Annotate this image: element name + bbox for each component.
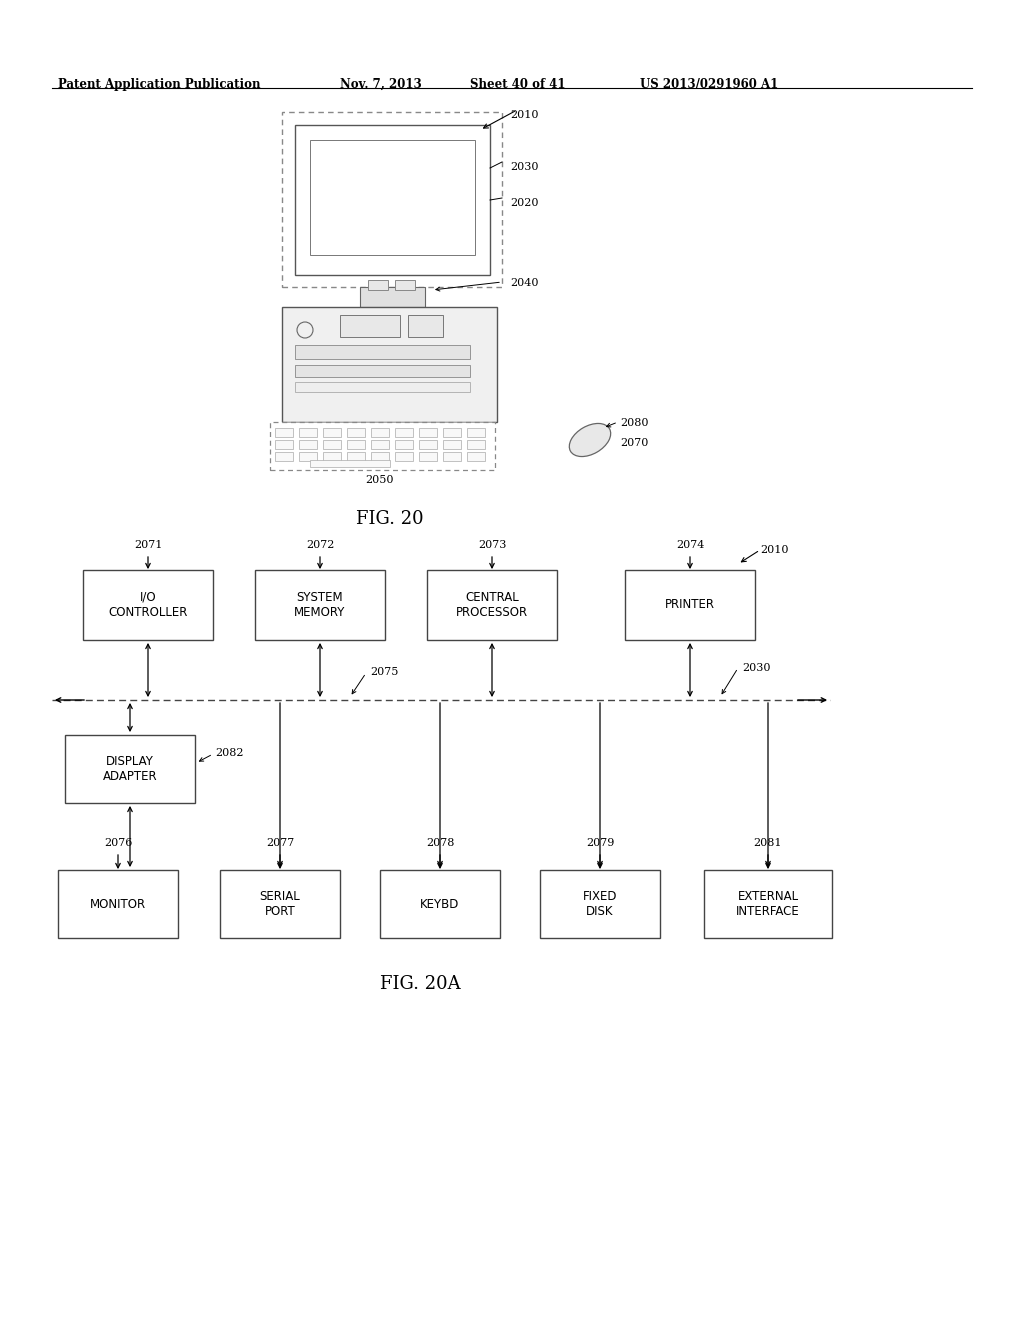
Text: PRINTER: PRINTER	[665, 598, 715, 611]
Bar	[323, 451, 341, 461]
Bar	[347, 451, 365, 461]
Bar	[371, 451, 389, 461]
Bar	[275, 440, 293, 449]
Text: 2079: 2079	[586, 838, 614, 847]
Text: 2070: 2070	[620, 438, 648, 447]
Bar	[340, 315, 400, 337]
Bar	[58, 870, 178, 939]
Text: 2030: 2030	[742, 663, 770, 673]
Text: Patent Application Publication: Patent Application Publication	[58, 78, 260, 91]
Bar	[408, 315, 443, 337]
Text: 2078: 2078	[426, 838, 455, 847]
Bar	[295, 345, 470, 359]
Bar	[295, 381, 470, 392]
Text: EXTERNAL
INTERFACE: EXTERNAL INTERFACE	[736, 890, 800, 917]
Bar	[368, 280, 388, 290]
Bar	[323, 428, 341, 437]
Text: Sheet 40 of 41: Sheet 40 of 41	[470, 78, 565, 91]
Text: US 2013/0291960 A1: US 2013/0291960 A1	[640, 78, 778, 91]
Text: FIG. 20: FIG. 20	[356, 510, 424, 528]
Text: FIG. 20A: FIG. 20A	[380, 975, 461, 993]
Bar	[282, 112, 502, 286]
Bar	[310, 459, 390, 467]
Bar	[295, 366, 470, 378]
Bar	[371, 428, 389, 437]
Bar	[83, 570, 213, 640]
Bar	[380, 870, 500, 939]
Text: MONITOR: MONITOR	[90, 898, 146, 911]
Bar	[443, 451, 461, 461]
Bar	[323, 440, 341, 449]
Bar	[282, 308, 497, 422]
Bar	[395, 280, 415, 290]
Text: SERIAL
PORT: SERIAL PORT	[260, 890, 300, 917]
Text: 2076: 2076	[103, 838, 132, 847]
Text: 2072: 2072	[306, 540, 334, 550]
Bar	[295, 125, 490, 275]
Bar	[467, 451, 485, 461]
Text: 2050: 2050	[366, 475, 394, 484]
Text: 2082: 2082	[215, 748, 244, 758]
Bar	[395, 440, 413, 449]
Bar	[705, 870, 831, 939]
Bar	[65, 735, 195, 803]
Bar	[395, 451, 413, 461]
Bar	[299, 428, 317, 437]
Bar	[419, 428, 437, 437]
Text: 2040: 2040	[510, 279, 539, 288]
Text: 2080: 2080	[620, 418, 648, 428]
Bar	[347, 440, 365, 449]
Bar	[419, 440, 437, 449]
Bar	[427, 570, 557, 640]
Text: 2073: 2073	[478, 540, 506, 550]
Bar	[467, 440, 485, 449]
Text: 2030: 2030	[510, 162, 539, 172]
Bar	[625, 570, 755, 640]
Text: 2010: 2010	[760, 545, 788, 554]
Bar	[419, 451, 437, 461]
Bar	[371, 440, 389, 449]
Text: 2077: 2077	[266, 838, 294, 847]
Text: 2081: 2081	[754, 838, 782, 847]
Text: I/O
CONTROLLER: I/O CONTROLLER	[109, 591, 187, 619]
Bar	[540, 870, 660, 939]
Text: Nov. 7, 2013: Nov. 7, 2013	[340, 78, 422, 91]
Bar	[299, 440, 317, 449]
Bar	[360, 286, 425, 308]
Text: 2071: 2071	[134, 540, 162, 550]
Bar	[255, 570, 385, 640]
Bar	[347, 428, 365, 437]
Bar	[275, 428, 293, 437]
Bar	[270, 422, 495, 470]
Text: 2075: 2075	[370, 667, 398, 677]
Bar	[310, 140, 475, 255]
Bar	[443, 428, 461, 437]
Bar	[275, 451, 293, 461]
Text: 2010: 2010	[510, 110, 539, 120]
Text: SYSTEM
MEMORY: SYSTEM MEMORY	[294, 591, 346, 619]
Bar	[395, 428, 413, 437]
Text: 2020: 2020	[510, 198, 539, 209]
Text: DISPLAY
ADAPTER: DISPLAY ADAPTER	[102, 755, 158, 783]
Text: KEYBD: KEYBD	[420, 898, 460, 911]
Bar	[467, 428, 485, 437]
Ellipse shape	[569, 424, 610, 457]
Bar	[299, 451, 317, 461]
Bar	[443, 440, 461, 449]
Text: 2074: 2074	[676, 540, 705, 550]
Bar	[220, 870, 340, 939]
Text: CENTRAL
PROCESSOR: CENTRAL PROCESSOR	[456, 591, 528, 619]
Text: FIXED
DISK: FIXED DISK	[583, 890, 617, 917]
